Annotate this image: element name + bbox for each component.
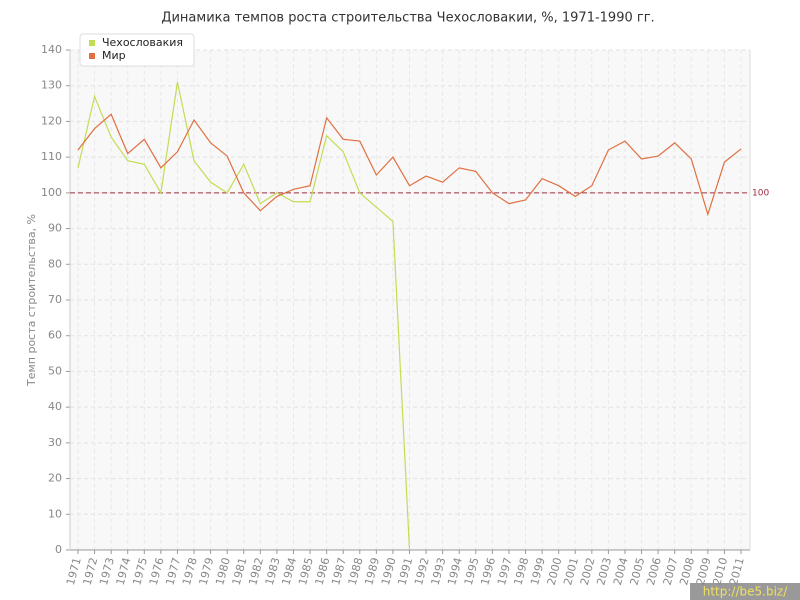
series-line: [77, 113, 742, 217]
y-tick-label: 110: [41, 150, 62, 163]
y-tick-label: 130: [41, 79, 62, 92]
chart-title: Динамика темпов роста строительства Чехо…: [161, 11, 654, 26]
y-axis-label: Темп роста строительства, %: [25, 214, 38, 387]
y-tick-label: 80: [48, 257, 62, 270]
y-tick-label: 70: [48, 293, 62, 306]
y-tick-label: 50: [48, 364, 62, 377]
y-tick-label: 60: [48, 329, 62, 342]
y-tick-label: 0: [55, 543, 62, 556]
reference-label: 100: [752, 188, 769, 198]
legend-swatch: [89, 53, 95, 59]
y-tick-label: 90: [48, 222, 62, 235]
y-tick-label: 140: [41, 43, 62, 56]
y-tick-label: 30: [48, 436, 62, 449]
y-tick-label: 40: [48, 400, 62, 413]
y-tick-label: 100: [41, 186, 62, 199]
series-line: [77, 82, 411, 551]
y-tick-label: 10: [48, 507, 62, 520]
y-tick-label: 20: [48, 472, 62, 485]
legend-label: Чехословакия: [102, 36, 183, 49]
y-tick-label: 120: [41, 114, 62, 127]
watermark: http://be5.biz/: [703, 585, 788, 599]
legend-box: [79, 33, 195, 67]
x-tick-label: 2011: [727, 556, 747, 586]
watermark-bg: [690, 583, 800, 600]
legend-swatch: [89, 40, 95, 46]
legend-label: Мир: [102, 49, 126, 62]
